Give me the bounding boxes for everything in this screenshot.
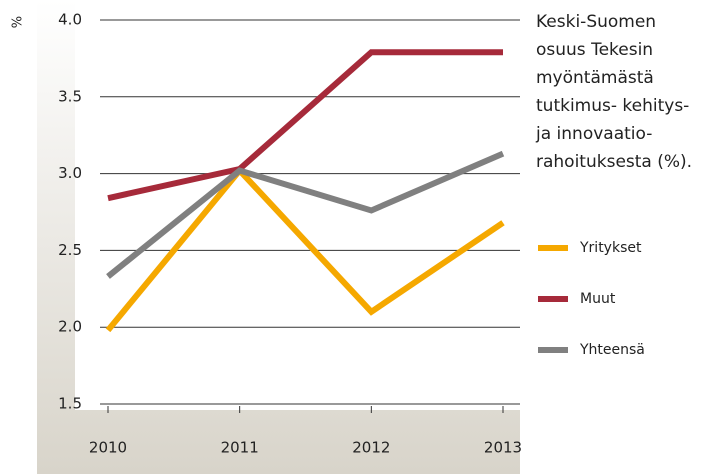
- chart-title: rahoituksesta (%).: [536, 152, 692, 172]
- x-tick-label: 2012: [352, 439, 390, 457]
- legend-swatch: [538, 296, 568, 302]
- legend-swatch: [538, 347, 568, 353]
- y-tick-label: 3.5: [58, 87, 82, 105]
- y-tick-label: 1.5: [58, 395, 82, 413]
- legend-swatch: [538, 245, 568, 251]
- legend-label: Muut: [580, 291, 616, 307]
- y-tick-label: 2.5: [58, 241, 82, 259]
- x-tick-label: 2013: [484, 439, 522, 457]
- legend-label: Yhteensä: [579, 342, 645, 358]
- line-series: [107, 49, 503, 202]
- line-series: [105, 165, 505, 333]
- y-axis-label: %: [11, 16, 26, 28]
- chart-title: Keski-Suomen: [536, 12, 656, 32]
- background-band: [37, 0, 520, 474]
- legend-label: Yritykset: [579, 240, 642, 256]
- y-tick-label: 3.0: [58, 164, 82, 182]
- y-tick-label: 4.0: [58, 11, 82, 29]
- chart-title: osuus Tekesin: [536, 40, 653, 60]
- x-tick-label: 2010: [89, 439, 127, 457]
- line-series: [106, 150, 505, 279]
- chart-title: myöntämästä: [536, 68, 654, 88]
- chart-title: ja innovaatio-: [535, 124, 652, 144]
- chart-title: tutkimus- kehitys-: [536, 96, 689, 116]
- y-tick-label: 2.0: [58, 318, 82, 336]
- x-tick-label: 2011: [221, 439, 259, 457]
